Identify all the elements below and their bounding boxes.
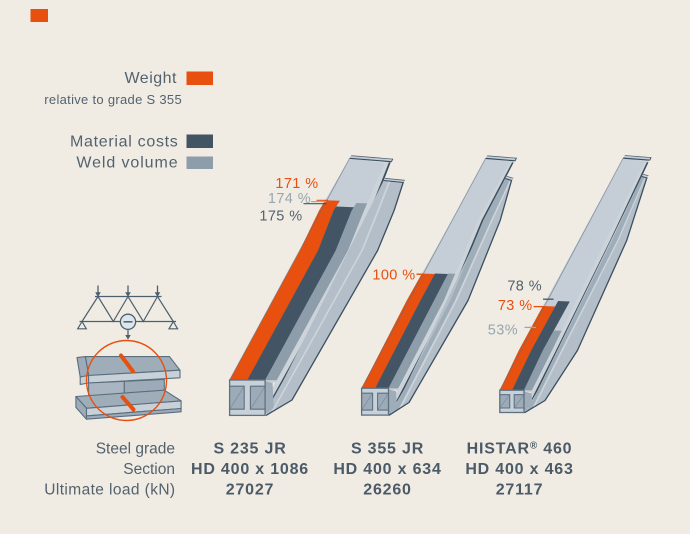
svg-text:27027: 27027 [226,482,275,499]
svg-text:53%: 53% [488,322,518,338]
svg-text:Ultimate load (kN): Ultimate load (kN) [44,482,175,499]
svg-text:HISTAR® 460: HISTAR® 460 [467,441,573,458]
svg-text:175 %: 175 % [259,208,302,224]
svg-text:Weld volume: Weld volume [76,154,178,171]
svg-text:26260: 26260 [363,482,412,499]
svg-text:27117: 27117 [496,482,544,499]
svg-text:100 %: 100 % [372,267,415,283]
svg-text:171 %: 171 % [275,176,318,192]
svg-text:HD 400 x 634: HD 400 x 634 [333,461,441,478]
svg-text:S 235 JR: S 235 JR [213,441,286,458]
svg-text:HD 400 x 463: HD 400 x 463 [465,461,573,478]
svg-text:Steel grade: Steel grade [96,441,175,458]
svg-text:relative to grade S 355: relative to grade S 355 [44,92,182,107]
svg-text:Weight: Weight [124,70,177,87]
svg-text:Section: Section [123,461,175,478]
svg-text:HD 400 x 1086: HD 400 x 1086 [191,461,309,478]
svg-text:S 355 JR: S 355 JR [351,441,424,458]
svg-text:Material costs: Material costs [70,134,179,151]
svg-text:78 %: 78 % [507,278,542,294]
svg-text:73 %: 73 % [498,298,533,314]
svg-text:174 %: 174 % [268,191,311,207]
